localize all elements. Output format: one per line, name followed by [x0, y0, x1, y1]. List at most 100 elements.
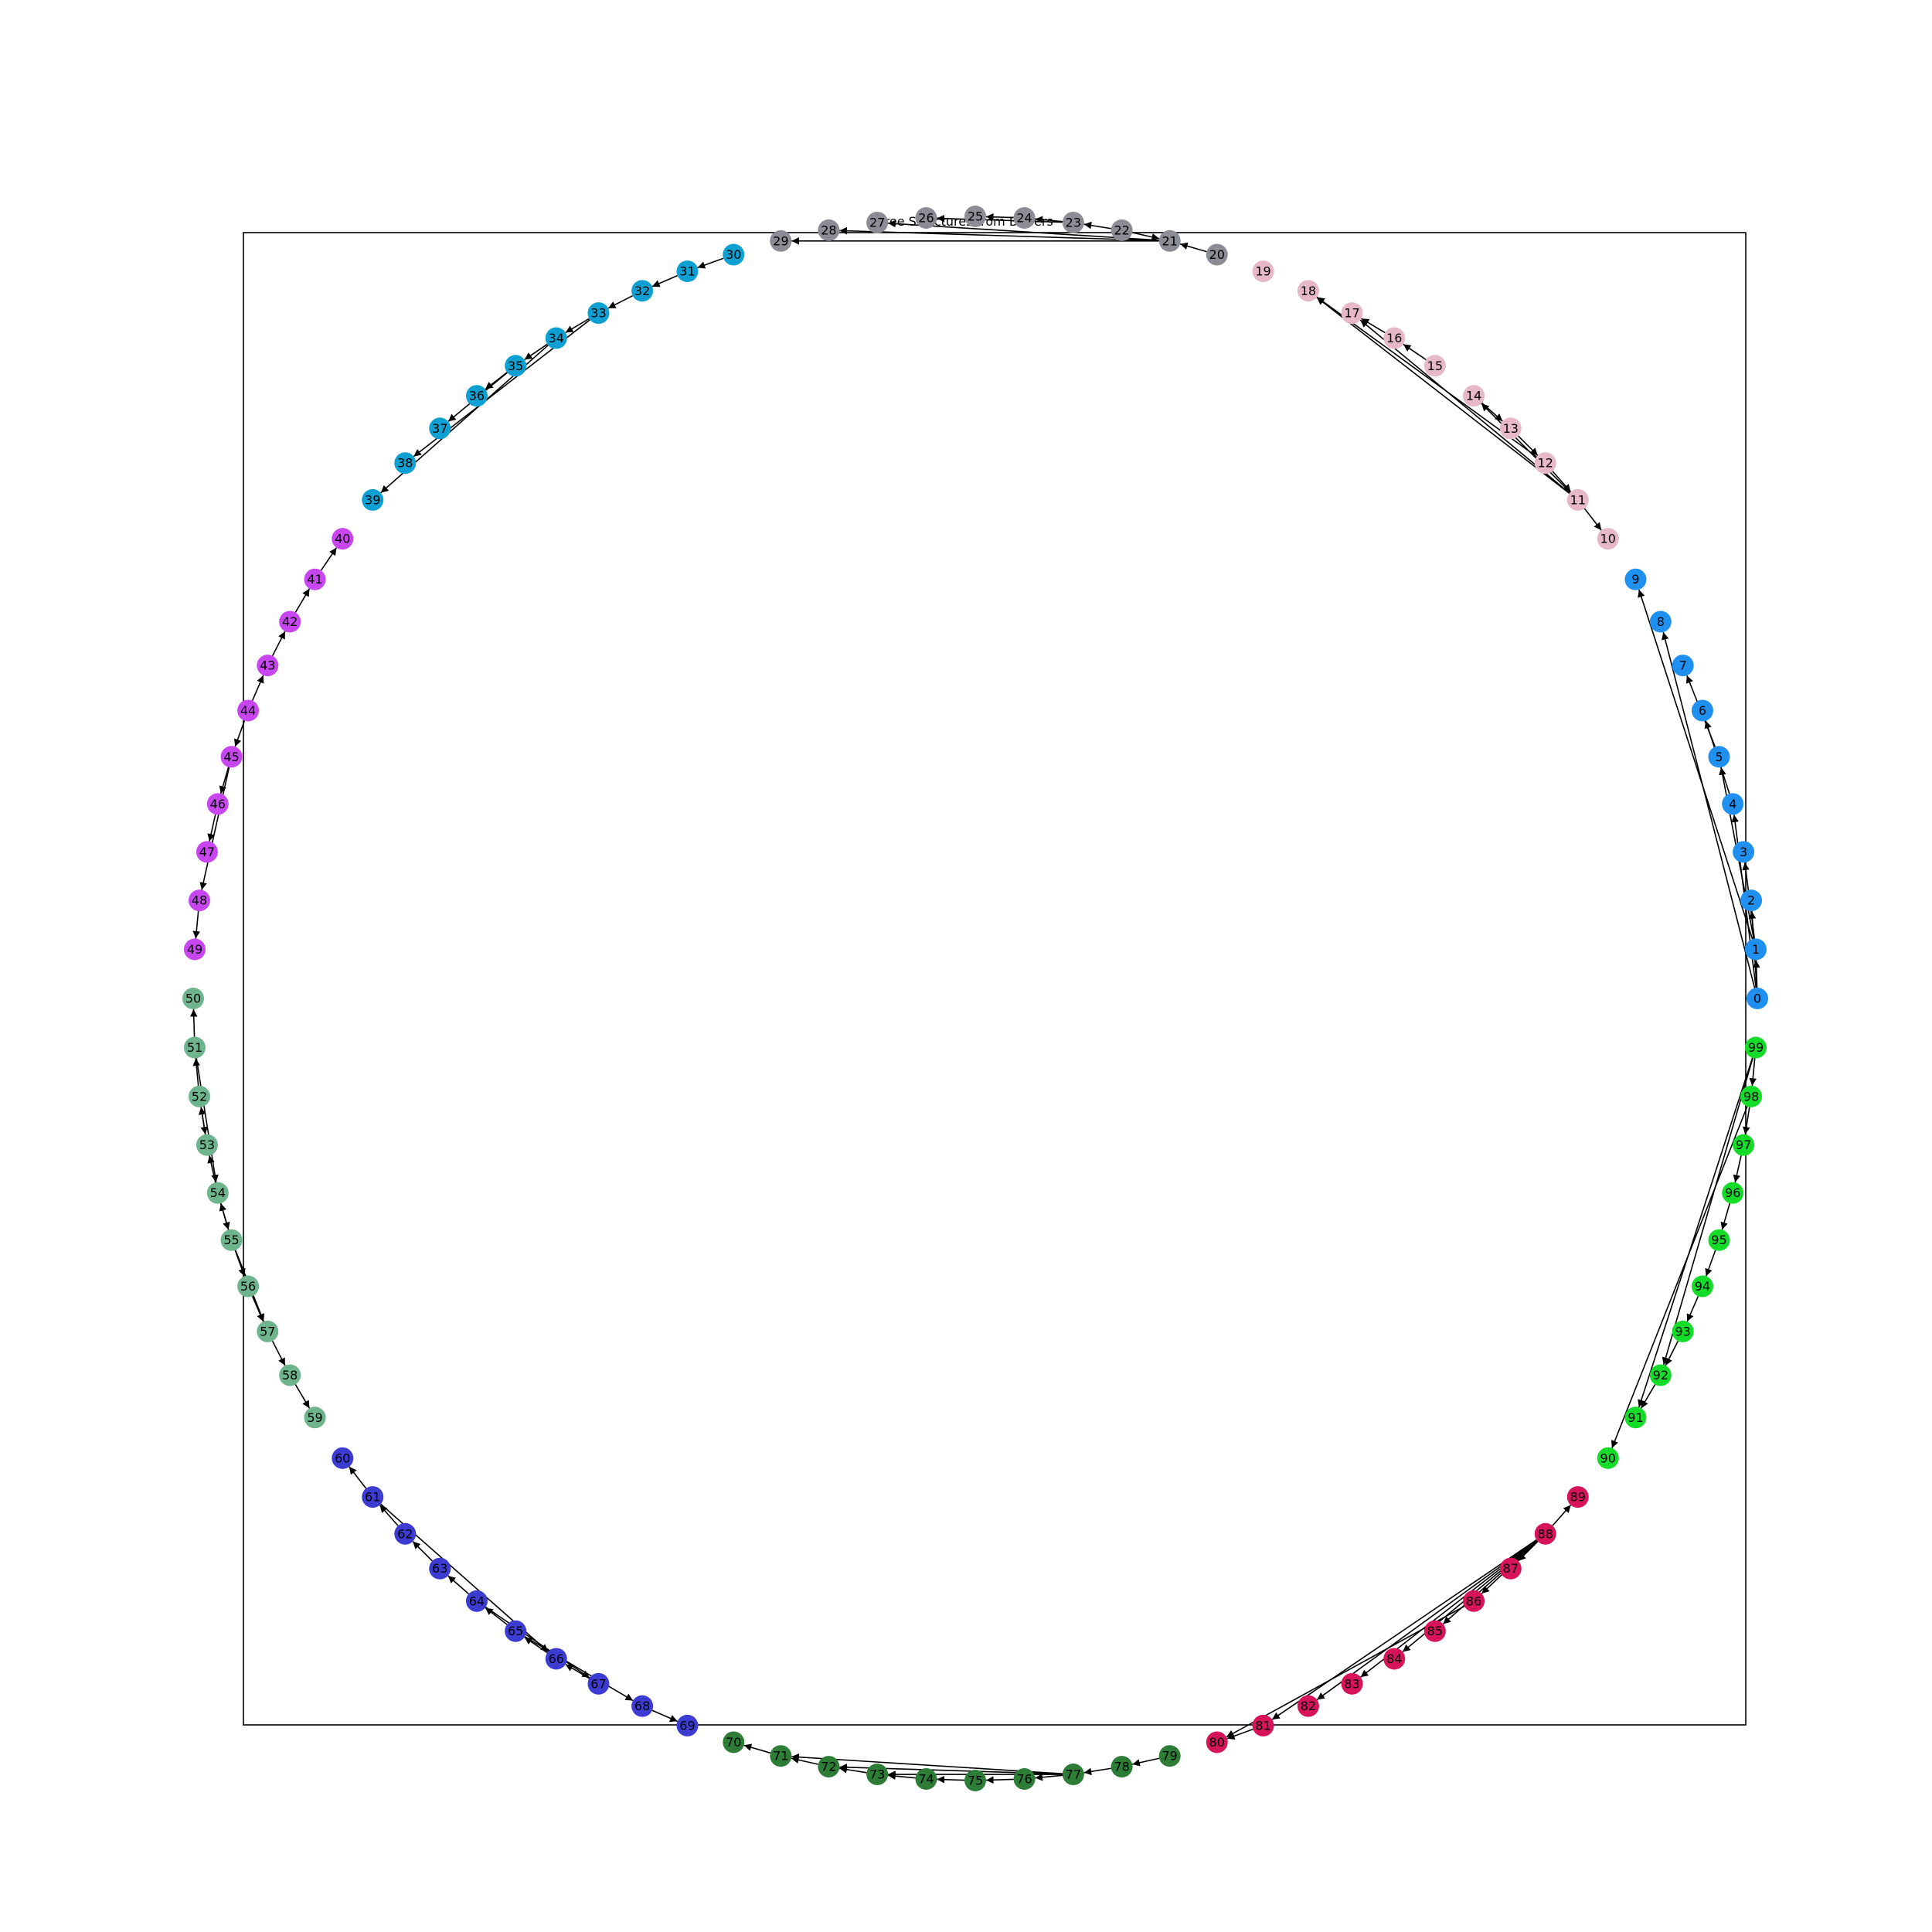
edge-88-89 [1552, 1505, 1572, 1526]
edge-24-25 [985, 213, 1014, 221]
edge-41-40 [320, 547, 338, 571]
node-label-29: 29 [773, 233, 788, 248]
node-circle-81 [1252, 1714, 1274, 1736]
node-label-52: 52 [192, 1089, 207, 1104]
node-label-68: 68 [634, 1699, 650, 1713]
node-label-25: 25 [968, 209, 983, 224]
edge-45-46 [219, 767, 230, 794]
node-circle-82 [1297, 1695, 1319, 1717]
node-circle-80 [1206, 1731, 1228, 1753]
node-circle-33 [587, 302, 610, 325]
node-label-33: 33 [590, 306, 606, 321]
node-circle-41 [304, 568, 326, 590]
node-label-23: 23 [1066, 215, 1081, 230]
node-label-48: 48 [192, 893, 207, 908]
node-circle-11 [1566, 488, 1589, 511]
node-circle-35 [505, 355, 527, 377]
node-19: 19 [1252, 260, 1274, 283]
node-74: 74 [915, 1768, 937, 1791]
node-label-14: 14 [1466, 389, 1481, 403]
node-label-44: 44 [240, 703, 256, 718]
node-circle-62 [394, 1522, 417, 1545]
node-circle-78 [1111, 1756, 1133, 1778]
node-94: 94 [1691, 1275, 1713, 1298]
node-53: 53 [196, 1134, 218, 1156]
node-label-36: 36 [469, 389, 485, 403]
node-circle-74 [915, 1768, 937, 1791]
node-69: 69 [676, 1714, 699, 1736]
node-circle-75 [964, 1770, 986, 1791]
node-circle-25 [964, 206, 986, 227]
node-72: 72 [818, 1756, 840, 1778]
node-label-30: 30 [726, 247, 741, 262]
edge-32-33 [607, 294, 634, 309]
node-15: 15 [1423, 355, 1446, 377]
node-27: 27 [866, 211, 889, 233]
edge-52-53 [200, 1107, 208, 1134]
edge-13-12 [1518, 435, 1539, 456]
node-label-20: 20 [1209, 247, 1225, 262]
node-80: 80 [1206, 1731, 1228, 1753]
node-label-55: 55 [223, 1233, 239, 1247]
node-49: 49 [183, 938, 206, 961]
node-14: 14 [1463, 385, 1485, 407]
node-56: 56 [237, 1275, 260, 1298]
edge-54-55 [219, 1202, 230, 1230]
node-label-41: 41 [307, 572, 322, 587]
edge-22-21 [1132, 232, 1160, 241]
edge-23-24 [1035, 216, 1063, 223]
edge-11-18 [1316, 297, 1570, 494]
node-label-62: 62 [397, 1526, 413, 1541]
node-label-82: 82 [1301, 1699, 1316, 1713]
node-circle-31 [676, 260, 699, 283]
node-98: 98 [1740, 1085, 1763, 1107]
node-circle-38 [394, 452, 417, 474]
edge-52-51 [192, 1058, 200, 1086]
node-label-83: 83 [1344, 1676, 1359, 1691]
node-label-87: 87 [1503, 1561, 1519, 1576]
edge-99-92 [1662, 1057, 1753, 1366]
node-label-59: 59 [307, 1410, 322, 1425]
node-circle-61 [362, 1486, 384, 1509]
node-label-53: 53 [199, 1138, 215, 1152]
node-20: 20 [1206, 243, 1228, 266]
node-label-86: 86 [1466, 1594, 1481, 1608]
node-circle-29 [770, 230, 792, 252]
node-68: 68 [631, 1695, 654, 1717]
node-71: 71 [770, 1745, 792, 1767]
node-30: 30 [723, 243, 745, 266]
node-circle-94 [1691, 1275, 1713, 1298]
node-circle-22 [1111, 219, 1133, 241]
node-label-73: 73 [869, 1767, 885, 1782]
node-label-38: 38 [397, 456, 413, 471]
edge-73-72 [839, 1766, 867, 1774]
edge-62-61 [379, 1505, 399, 1526]
node-89: 89 [1566, 1486, 1589, 1509]
node-79: 79 [1158, 1745, 1181, 1767]
edge-21-28 [839, 226, 1159, 242]
node-1: 1 [1745, 938, 1767, 961]
node-circle-79 [1158, 1745, 1181, 1767]
node-label-50: 50 [185, 992, 201, 1006]
node-circle-76 [1013, 1768, 1036, 1791]
node-73: 73 [866, 1764, 889, 1786]
node-label-92: 92 [1653, 1368, 1668, 1383]
node-circle-67 [587, 1672, 610, 1695]
node-label-93: 93 [1675, 1324, 1691, 1338]
node-label-0: 0 [1753, 992, 1761, 1006]
node-59: 59 [304, 1406, 326, 1429]
node-circle-23 [1062, 211, 1084, 233]
node-label-91: 91 [1628, 1410, 1643, 1425]
node-55: 55 [220, 1229, 243, 1251]
node-label-19: 19 [1255, 264, 1270, 279]
node-label-94: 94 [1695, 1279, 1710, 1294]
node-circle-14 [1463, 385, 1485, 407]
node-99: 99 [1745, 1036, 1767, 1059]
edge-33-34 [565, 318, 590, 334]
node-label-85: 85 [1427, 1624, 1443, 1638]
node-circle-6 [1691, 699, 1713, 722]
node-44: 44 [237, 699, 260, 722]
node-label-57: 57 [260, 1324, 275, 1338]
node-38: 38 [394, 452, 417, 474]
node-circle-73 [866, 1764, 889, 1786]
